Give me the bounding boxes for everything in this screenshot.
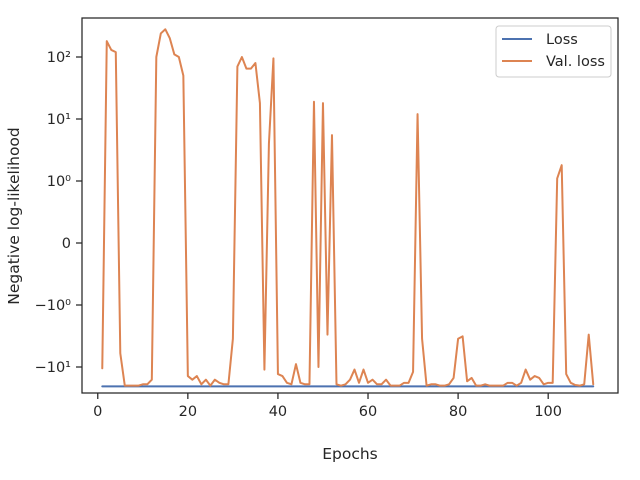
- y-tick-label: 10⁰: [47, 174, 71, 190]
- y-axis-label: Negative log-likelihood: [5, 127, 23, 305]
- legend-label-loss: Loss: [546, 32, 578, 48]
- x-axis-label: Epochs: [322, 445, 378, 463]
- x-tick-label: 100: [534, 404, 562, 420]
- y-tick-label: −10⁰: [35, 298, 72, 314]
- plot-frame: [81, 17, 619, 394]
- y-tick-label: 0: [62, 236, 71, 252]
- y-tick-label: −10¹: [35, 360, 72, 376]
- y-tick-label: 10¹: [47, 112, 71, 128]
- y-axis: −10¹ −10⁰ 0 10⁰ 10¹ 10²: [35, 50, 82, 376]
- x-tick-label: 40: [269, 404, 287, 420]
- x-axis: 0 20 40 60 80 100: [93, 393, 562, 420]
- series-line-val-loss: [101, 28, 595, 387]
- x-tick-label: 0: [93, 404, 102, 420]
- legend: Loss Val. loss: [495, 25, 612, 78]
- lines-layer: [101, 28, 595, 388]
- y-tick-label: 10²: [47, 50, 71, 66]
- legend-label-val-loss: Val. loss: [546, 54, 605, 70]
- x-tick-label: 80: [449, 404, 467, 420]
- x-tick-label: 60: [359, 404, 377, 420]
- x-tick-label: 20: [179, 404, 197, 420]
